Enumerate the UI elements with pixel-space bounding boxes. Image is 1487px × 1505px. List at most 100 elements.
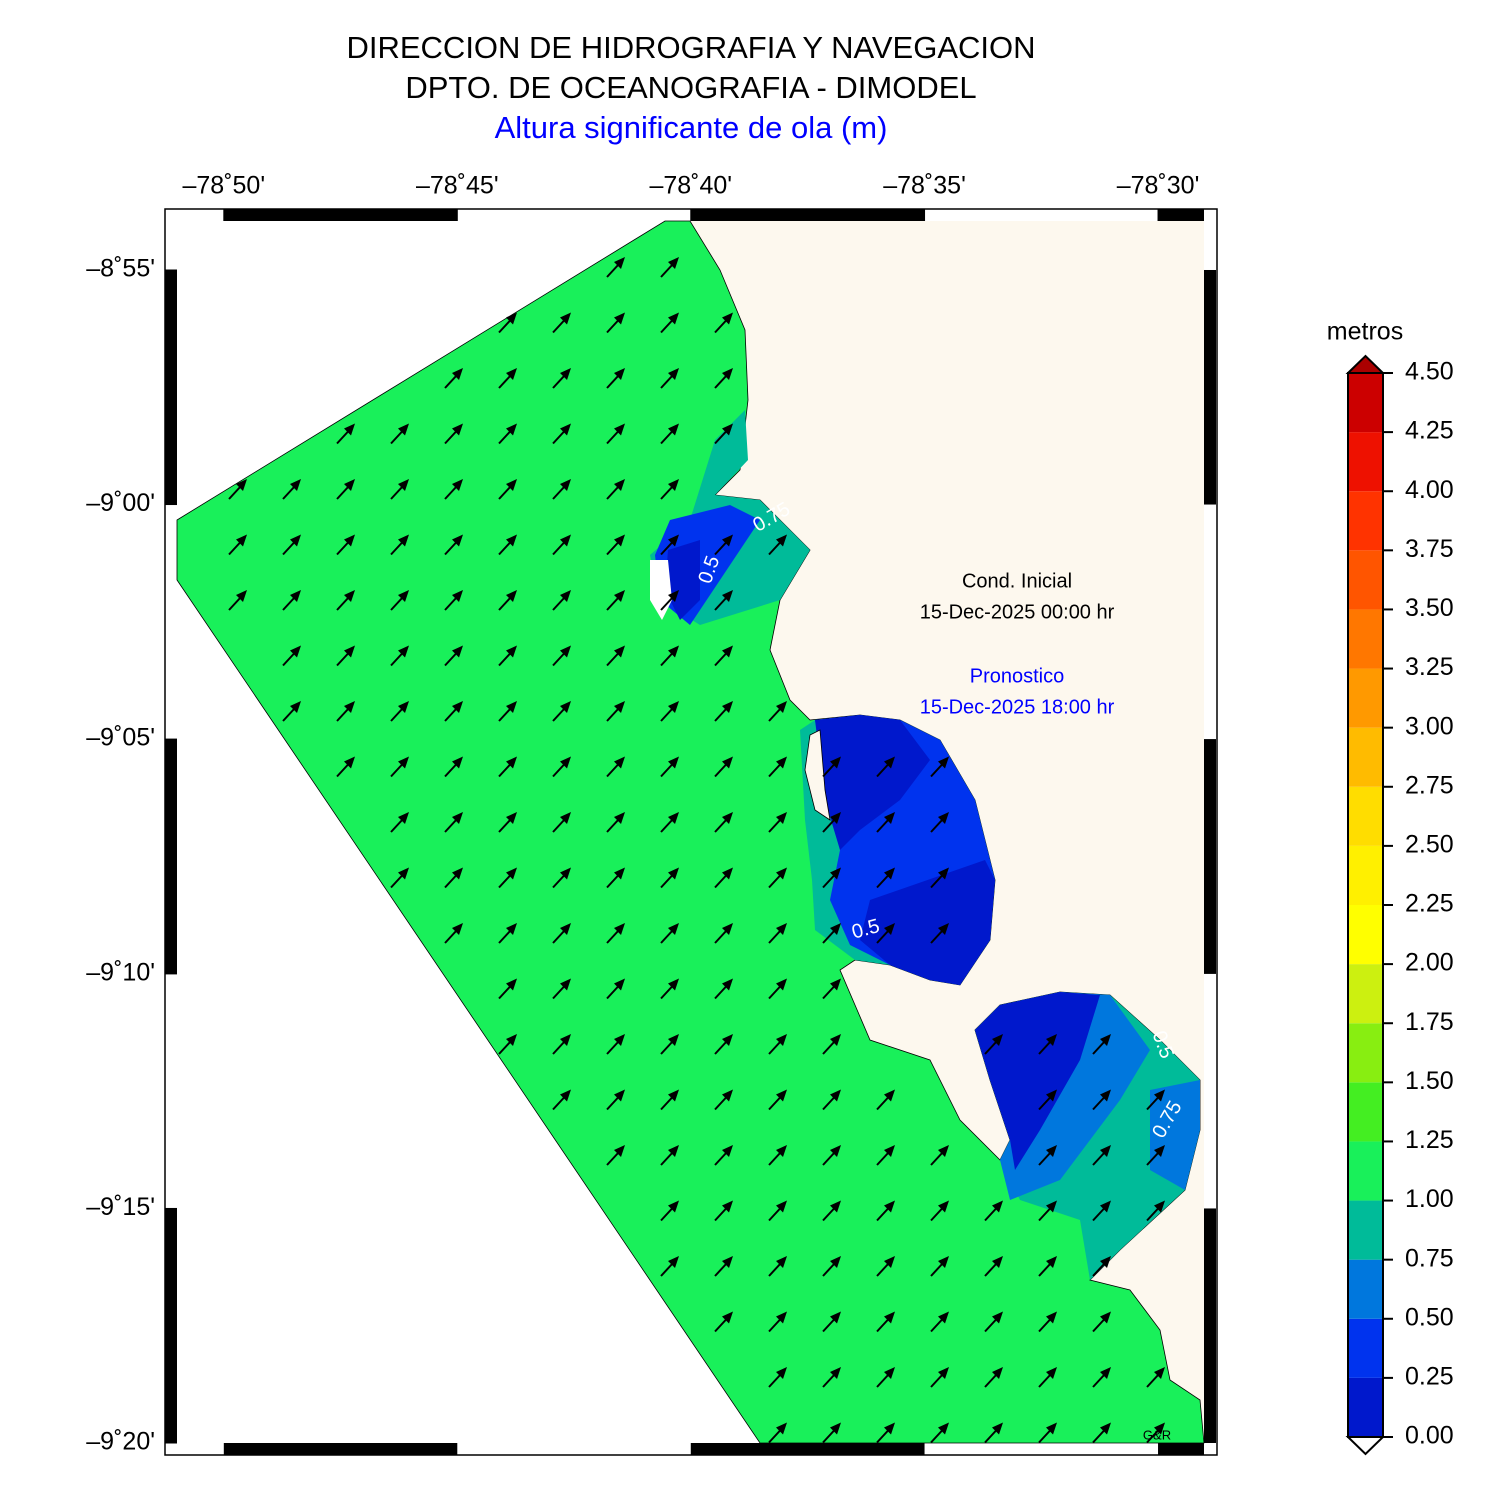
arrow-shaft [660,762,674,778]
credit: G&R [1143,1427,1171,1442]
arrow-shaft [498,873,512,889]
arrow-shaft [768,1262,782,1277]
arrow-shaft [822,1206,836,1222]
arrow-head [884,867,895,880]
arrow-head [344,645,355,658]
arrow-head [344,756,355,769]
arrow-head [614,534,625,547]
arrow-shaft [444,651,458,667]
arrow-head [722,1145,733,1157]
arrow-head [614,756,625,769]
arrow-head [614,590,625,602]
arrow-shaft [876,818,890,833]
colorbar-tick-label: 1.75 [1405,1008,1454,1036]
arrow-head [506,701,517,713]
arrow-shaft [498,762,512,778]
arrow-head [506,812,517,824]
arrow-shaft [1146,1206,1160,1222]
arrow-head [1100,1034,1111,1046]
arrow-shaft [984,1428,998,1444]
arrow-head [398,812,409,824]
arrow-head [506,479,517,491]
arrow-shaft [822,1428,836,1444]
arrow-shaft [444,707,458,722]
arrow-shaft [444,929,458,944]
arrow-shaft [984,1373,998,1388]
arrow-shaft [876,1206,890,1222]
arrow-shaft [660,318,674,334]
arrow-head [722,1256,733,1268]
annotation: Cond. Inicial [962,570,1072,592]
arrow-shaft [228,596,242,611]
frame-band [1204,1208,1216,1443]
arrow-shaft [606,596,620,611]
arrow-head [506,534,517,547]
arrow-shaft [498,651,512,667]
arrow-head [560,923,571,935]
colorbar-tick-label: 0.00 [1405,1422,1454,1450]
arrow-shaft [660,1095,674,1111]
arrow-head [1100,1200,1111,1213]
arrow-head [938,923,949,935]
arrow-head [776,756,787,769]
arrow-head [398,423,409,436]
arrow-head [722,1034,733,1046]
arrow-shaft [552,596,566,611]
arrow-head [1100,1311,1111,1324]
colorbar-bin [1348,432,1383,492]
arrow-head [344,701,355,713]
frame-band [1158,1443,1204,1455]
arrow-shaft [822,1262,836,1277]
arrow-head [992,1422,1003,1435]
arrow-head [1154,1145,1165,1157]
wave-zone [860,860,995,985]
arrow-shaft [714,1206,728,1222]
arrow-head [1100,1422,1111,1435]
arrow-shaft [714,929,728,944]
arrow-shaft [1038,1373,1052,1388]
arrow-head [776,1145,787,1157]
arrow-shaft [552,1095,566,1111]
arrow-head [290,645,301,658]
colorbar-bin [1348,727,1383,787]
arrow-shaft [1146,1095,1160,1111]
title: DPTO. DE OCEANOGRAFIA - DIMODEL [405,70,976,105]
y-tick-label: –9˚15' [86,1193,155,1221]
arrow-shaft [822,762,836,778]
arrow-head [668,867,679,880]
arrow-head [668,312,679,325]
arrow-shaft [552,374,566,389]
annotation: 15-Dec-2025 18:00 hr [920,696,1115,718]
arrow-shaft [552,429,566,445]
colorbar-bin [1348,668,1383,728]
arrow-head [884,1089,895,1102]
colorbar-tick-label: 4.25 [1405,417,1454,445]
arrow-shaft [930,1373,944,1388]
arrow-shaft [552,707,566,722]
colorbar-bin [1348,550,1383,610]
arrow-shaft [606,1095,620,1111]
arrow-head [884,1145,895,1157]
arrow-head [938,867,949,880]
arrow-shaft [930,1317,944,1333]
arrow-shaft [984,1206,998,1222]
arrow-head [290,534,301,547]
arrow-shaft [1038,1206,1052,1222]
arrow-shaft [714,1095,728,1111]
colorbar-under [1345,1436,1386,1456]
arrow-shaft [336,596,350,611]
arrow-head [614,701,625,713]
arrow-shaft [876,1428,890,1444]
frame-band [165,739,177,974]
arrow-shaft [660,1151,674,1166]
arrow-shaft [444,540,458,556]
arrow-shaft [660,1206,674,1222]
arrow-shaft [660,707,674,722]
arrow-shaft [822,984,836,1000]
arrow-shaft [660,929,674,944]
arrow-shaft [336,540,350,556]
arrow-shaft [1092,1040,1106,1055]
arrow-head [560,1089,571,1102]
arrow-head [452,867,463,880]
arrow-head [884,1311,895,1324]
